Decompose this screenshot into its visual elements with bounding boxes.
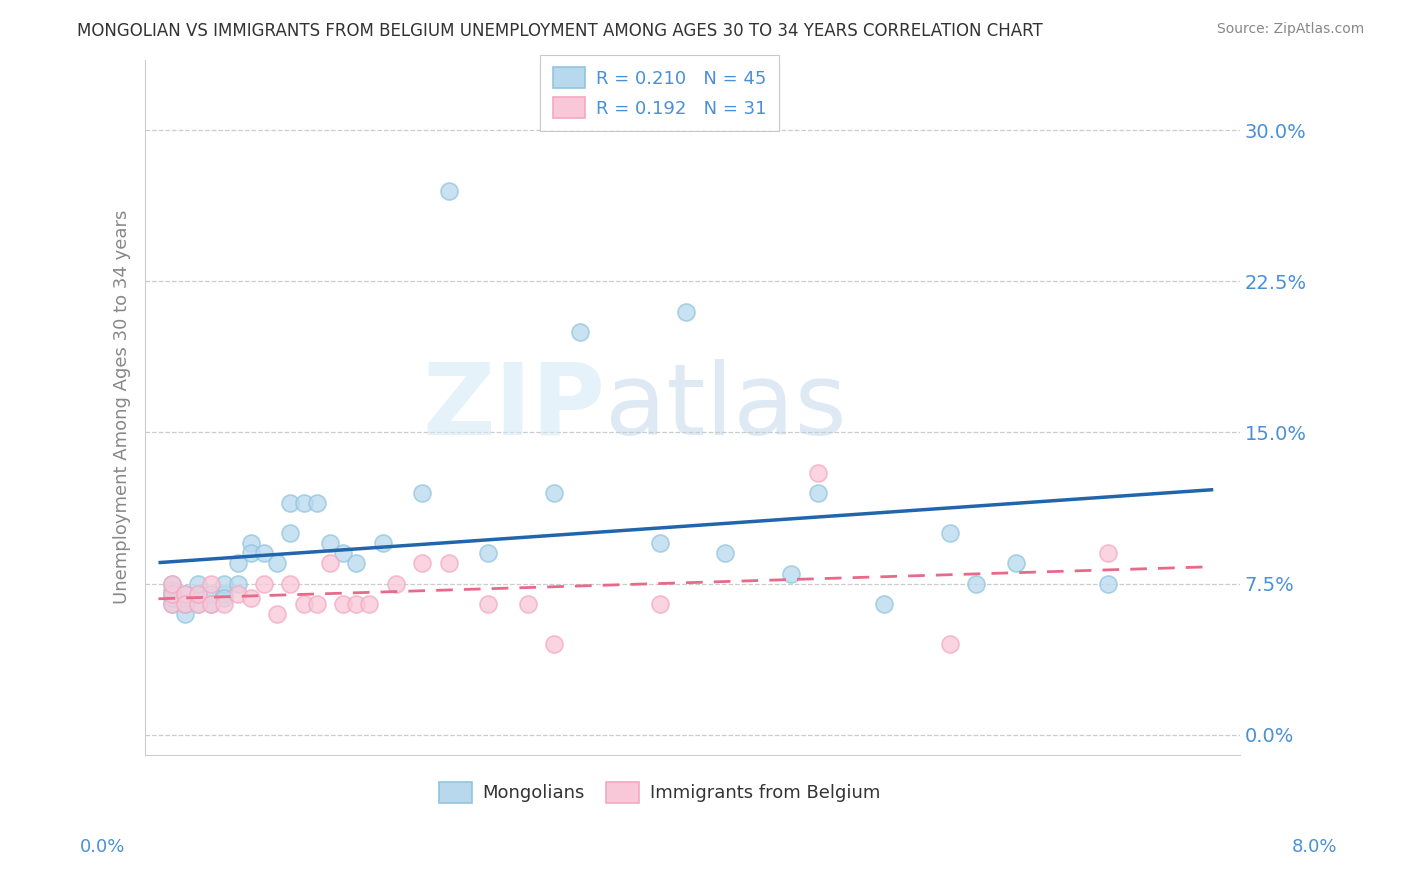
Point [187,576,209,591]
Point [714,546,737,560]
Point [1004,557,1026,571]
Point [160,597,183,611]
Point [965,576,987,591]
Point [332,546,354,560]
Point [305,496,328,510]
Point [173,597,195,611]
Point [187,597,209,611]
Point [319,557,342,571]
Text: atlas: atlas [605,359,846,456]
Point [411,486,433,500]
Point [371,536,394,550]
Point [266,607,288,621]
Point [437,557,460,571]
Point [938,637,960,651]
Legend: Mongolians, Immigrants from Belgium: Mongolians, Immigrants from Belgium [426,769,893,815]
Point [187,587,209,601]
Point [160,582,183,597]
Point [173,597,195,611]
Point [160,591,183,605]
Point [173,587,195,601]
Point [214,591,236,605]
Point [200,597,222,611]
Text: ZIP: ZIP [422,359,605,456]
Text: 8.0%: 8.0% [1292,838,1337,855]
Point [344,557,367,571]
Point [385,576,408,591]
Point [160,576,183,591]
Text: MONGOLIAN VS IMMIGRANTS FROM BELGIUM UNEMPLOYMENT AMONG AGES 30 TO 34 YEARS CORR: MONGOLIAN VS IMMIGRANTS FROM BELGIUM UNE… [77,22,1043,40]
Point [200,597,222,611]
Point [226,557,249,571]
Point [160,597,183,611]
Point [280,496,302,510]
Point [648,536,671,550]
Point [214,576,236,591]
Point [569,325,592,339]
Point [226,587,249,601]
Point [543,486,565,500]
Point [214,597,236,611]
Point [938,526,960,541]
Point [332,597,354,611]
Point [477,597,499,611]
Point [516,597,538,611]
Point [1097,546,1119,560]
Point [226,576,249,591]
Point [648,597,671,611]
Point [543,637,565,651]
Point [160,587,183,601]
Point [437,184,460,198]
Point [187,597,209,611]
Point [807,486,830,500]
Point [872,597,894,611]
Point [173,607,195,621]
Point [675,304,697,318]
Y-axis label: Unemployment Among Ages 30 to 34 years: Unemployment Among Ages 30 to 34 years [114,210,131,605]
Text: 0.0%: 0.0% [80,838,125,855]
Point [807,466,830,480]
Point [780,566,803,581]
Point [160,587,183,601]
Point [280,526,302,541]
Point [253,576,276,591]
Point [292,597,315,611]
Point [280,576,302,591]
Point [187,587,209,601]
Point [292,496,315,510]
Point [359,597,381,611]
Point [253,546,276,560]
Point [319,536,342,550]
Point [173,587,195,601]
Point [239,536,262,550]
Point [344,597,367,611]
Point [1097,576,1119,591]
Point [305,597,328,611]
Point [214,587,236,601]
Point [239,591,262,605]
Point [200,587,222,601]
Point [160,576,183,591]
Text: Source: ZipAtlas.com: Source: ZipAtlas.com [1216,22,1364,37]
Point [200,576,222,591]
Point [477,546,499,560]
Point [411,557,433,571]
Point [266,557,288,571]
Point [239,546,262,560]
